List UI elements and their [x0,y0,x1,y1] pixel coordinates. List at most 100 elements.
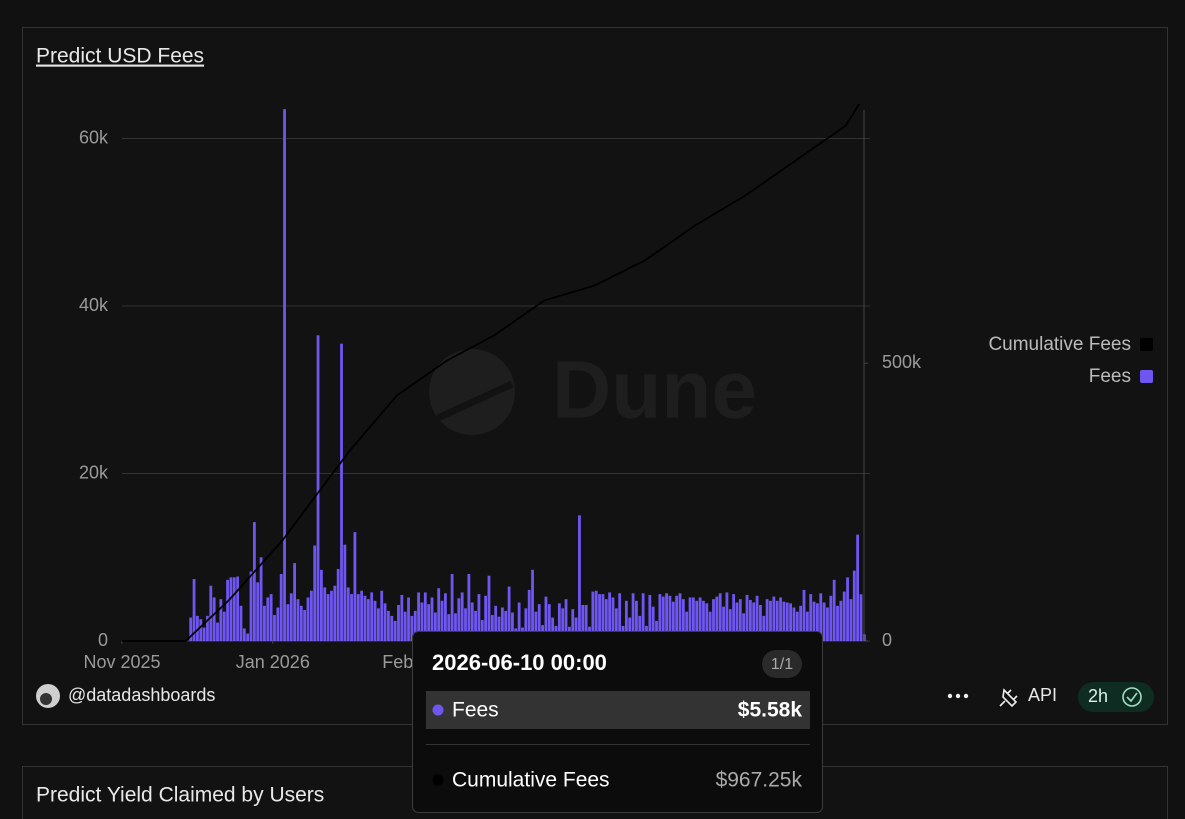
bar [500,607,504,641]
author[interactable]: @datadashboards [68,685,215,705]
bar [336,568,340,641]
bar [427,604,431,641]
bar [748,599,752,641]
bar [259,557,263,641]
tooltip-title: 2026-06-10 00:00 [432,650,607,675]
legend-label[interactable]: Cumulative Fees [988,334,1131,355]
bar [353,532,357,641]
bar [635,600,638,641]
legend-label[interactable]: Fees [1089,366,1131,387]
bar [557,603,561,641]
bar [795,611,799,641]
bar [809,594,813,641]
bar [440,600,444,641]
bar [380,590,384,641]
bar [775,600,779,641]
bar [202,627,206,641]
bar [430,597,434,641]
bar [276,607,280,641]
legend: Cumulative Fees Fees [988,334,1153,387]
freshness-age: 2h [1088,686,1108,706]
bar [752,602,756,641]
bar [477,594,481,641]
freshness-badge[interactable] [1078,682,1154,712]
bar [678,593,682,641]
tooltip-value: $5.58k [738,699,803,722]
bar [319,569,323,641]
card-title[interactable]: Predict Yield Claimed by Users [36,784,324,807]
bar [735,602,739,641]
bar [799,605,803,641]
bar [725,592,729,641]
bar [266,597,270,641]
avatar-detail [40,693,52,705]
bar [360,590,364,641]
bar [819,593,823,641]
bar [829,595,833,641]
tooltip-pager[interactable] [762,650,802,678]
tooltip-dot [432,704,444,716]
bar [443,593,447,641]
y2-tick-label: 0 [882,630,892,650]
bar [511,612,514,641]
bar [779,597,782,641]
tooltip-series: Fees [452,699,499,722]
bar [249,571,253,641]
line [122,103,861,642]
bar [283,109,286,641]
bar [839,600,843,641]
bar [584,604,588,641]
bar [309,590,313,641]
bar [661,596,665,641]
bar [698,597,702,641]
bar [745,594,749,641]
check-mark [1126,692,1138,703]
bar [460,592,464,641]
bar [376,608,380,641]
bar [219,599,223,641]
bar [611,597,615,641]
bar [638,615,642,641]
bar [826,607,829,641]
bar [574,617,578,641]
bar [665,593,669,641]
bar [410,615,414,641]
bar [370,592,374,641]
bar [722,606,725,641]
svg-text:Dune: Dune [552,345,757,436]
bar [702,600,705,641]
bar [195,615,199,641]
bar [289,593,293,641]
bar [712,599,715,641]
bar [400,594,404,641]
bar [769,600,772,641]
bar [594,590,598,641]
bar [581,604,585,641]
x-tick-label: Nov 2025 [83,652,160,672]
tooltip: 2026-06-10 00:00 1/1 Fees $5.58k Cumulat… [412,631,823,813]
bar [269,594,273,641]
bar [189,617,193,641]
bar [812,601,816,641]
bar [206,615,209,641]
bar [802,589,806,641]
more-menu[interactable] [947,693,969,699]
bar [732,594,736,641]
api-button[interactable]: API [1028,685,1057,705]
bar [772,596,776,641]
bar [792,607,796,641]
bar [718,593,722,641]
bar [785,602,789,641]
bar [387,610,390,641]
bar [393,620,397,641]
bar [755,595,759,641]
chart-title[interactable]: Predict USD Fees [36,45,204,68]
bar [765,599,769,641]
bar [437,588,441,641]
bar [497,616,501,641]
bar [484,595,488,641]
bar [487,575,491,641]
bar [591,591,595,641]
bar [279,574,283,641]
